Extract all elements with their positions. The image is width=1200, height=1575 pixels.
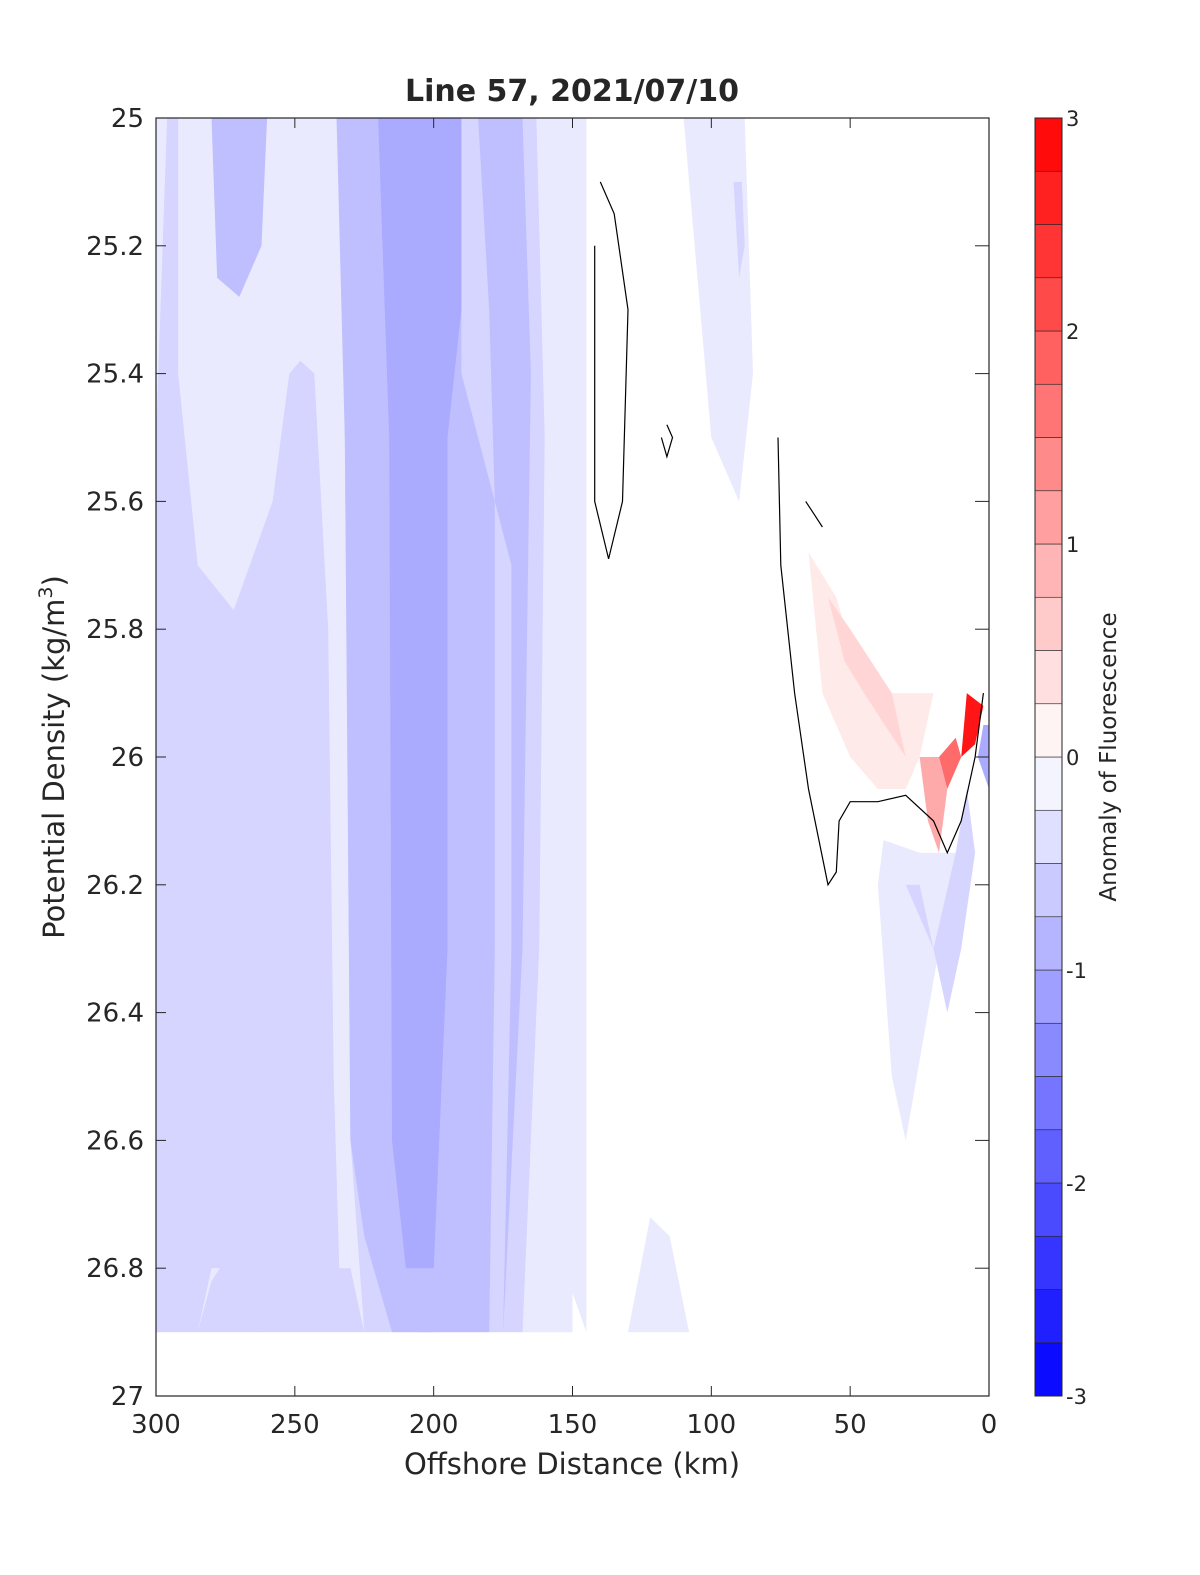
anomaly-region-15 bbox=[808, 552, 934, 789]
colorbar-level bbox=[1034, 703, 1063, 758]
y-tick-label: 26.2 bbox=[86, 871, 144, 901]
zero-contours bbox=[594, 181, 984, 887]
y-tick-label: 25.6 bbox=[86, 487, 144, 517]
chart-title: Line 57, 2021/07/10 bbox=[405, 74, 739, 109]
x-axis-label: Offshore Distance (km) bbox=[404, 1447, 740, 1481]
colorbar-level bbox=[1034, 1182, 1063, 1237]
colorbar-level bbox=[1034, 969, 1063, 1024]
colorbar-level bbox=[1034, 277, 1063, 332]
x-tick-label: 150 bbox=[548, 1410, 598, 1440]
y-axis-label: Potential Density (kg/m3) bbox=[35, 575, 71, 939]
colorbar-level bbox=[1034, 1022, 1063, 1077]
anomaly-region-18 bbox=[939, 737, 962, 789]
anomaly-region-12 bbox=[905, 884, 934, 949]
zero-contour-line-3 bbox=[805, 501, 823, 528]
colorbar-level bbox=[1034, 863, 1063, 918]
colorbar-level bbox=[1034, 224, 1063, 279]
y-axis-label-close: ) bbox=[37, 575, 71, 586]
y-tick-label: 26.4 bbox=[86, 999, 144, 1029]
x-tick-label: 0 bbox=[981, 1410, 998, 1440]
colorbar-tick-label: 0 bbox=[1066, 746, 1079, 770]
x-tick-label: 200 bbox=[409, 1410, 459, 1440]
colorbar-level bbox=[1034, 1129, 1063, 1184]
colorbar-level bbox=[1034, 170, 1063, 225]
colorbar-level bbox=[1034, 543, 1063, 598]
colorbar-tick-label: 1 bbox=[1066, 533, 1079, 557]
y-tick-label: 26 bbox=[111, 743, 144, 773]
zero-contour-line-1 bbox=[660, 424, 674, 459]
anomaly-regions bbox=[156, 118, 989, 1333]
anomaly-region-7 bbox=[378, 118, 462, 1269]
colorbar-level bbox=[1034, 756, 1063, 811]
colorbar: -3 -2 -1 0 1 2 3 bbox=[1034, 107, 1087, 1409]
colorbar-level bbox=[1034, 650, 1063, 705]
colorbar-label: Anomaly of Fluorescence bbox=[1096, 612, 1122, 901]
colorbar-level bbox=[1034, 490, 1063, 545]
x-tick-label: 250 bbox=[270, 1410, 320, 1440]
colorbar-tick-label: -1 bbox=[1066, 959, 1087, 983]
colorbar-level bbox=[1034, 437, 1063, 492]
anomaly-region-10 bbox=[628, 1217, 690, 1333]
colorbar-level bbox=[1034, 383, 1063, 438]
y-axis: 25 25.2 25.4 25.6 25.8 26 26.2 26.4 26.6 26.8 27 bbox=[86, 104, 989, 1412]
y-tick-label: 25.8 bbox=[86, 615, 144, 645]
x-axis: 300 250 200 150 100 50 0 bbox=[131, 118, 997, 1440]
x-tick-label: 50 bbox=[834, 1410, 867, 1440]
colorbar-tick-label: -2 bbox=[1066, 1172, 1087, 1196]
anomaly-region-9 bbox=[733, 181, 745, 278]
y-tick-label: 27 bbox=[111, 1382, 144, 1412]
colorbar-level bbox=[1034, 596, 1063, 651]
colorbar-frame bbox=[1034, 117, 1063, 1397]
colorbar-level bbox=[1034, 1076, 1063, 1131]
colorbar-level bbox=[1034, 809, 1063, 864]
anomaly-region-13 bbox=[933, 789, 976, 1013]
colorbar-level bbox=[1034, 1289, 1063, 1344]
zero-contour-line-0 bbox=[594, 181, 629, 560]
colorbar-tick-label: 3 bbox=[1066, 107, 1079, 131]
colorbar-tick-label: 2 bbox=[1066, 320, 1079, 344]
colorbar-level bbox=[1034, 1342, 1063, 1397]
anomaly-region-17 bbox=[919, 757, 948, 853]
colorbar-tick-label: -3 bbox=[1066, 1385, 1087, 1409]
anomaly-region-16 bbox=[828, 597, 906, 757]
x-tick-label: 300 bbox=[131, 1410, 181, 1440]
colorbar-level bbox=[1034, 916, 1063, 971]
x-tick-label: 100 bbox=[687, 1410, 737, 1440]
colorbar-level bbox=[1034, 1235, 1063, 1290]
y-axis-label-base: Potential Density (kg/m bbox=[37, 599, 71, 939]
y-tick-label: 25.2 bbox=[86, 232, 144, 262]
anomaly-region-4 bbox=[197, 1255, 262, 1333]
zero-contour-line-2 bbox=[777, 437, 984, 887]
y-tick-label: 25.4 bbox=[86, 360, 144, 390]
colorbar-level bbox=[1034, 330, 1063, 385]
anomaly-region-19 bbox=[961, 693, 984, 757]
colorbar-level bbox=[1034, 117, 1063, 172]
y-tick-label: 25 bbox=[111, 104, 144, 134]
y-tick-label: 26.8 bbox=[86, 1254, 144, 1284]
y-axis-label-superscript: 3 bbox=[35, 586, 57, 598]
y-tick-label: 26.6 bbox=[86, 1126, 144, 1156]
anomaly-region-11 bbox=[877, 840, 956, 1141]
